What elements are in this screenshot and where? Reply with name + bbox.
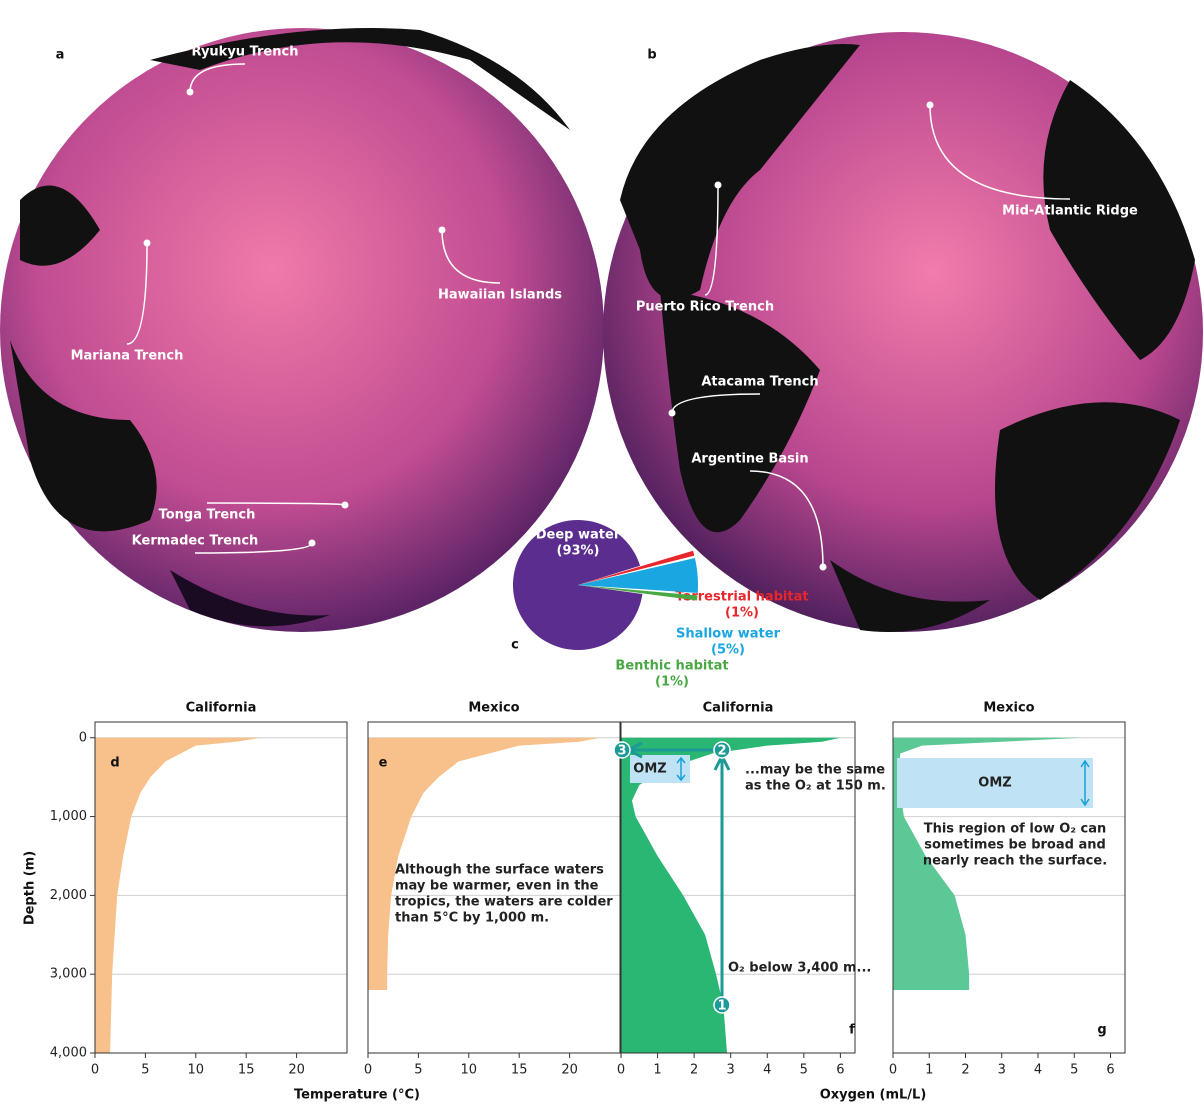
globe-label: Argentine Basin xyxy=(691,452,808,467)
globe-label: Mid-Atlantic Ridge xyxy=(1002,204,1138,219)
slice-value: (5%) xyxy=(711,643,745,658)
annotation: than 5°C by 1,000 m. xyxy=(395,911,549,926)
x-tick-label: 20 xyxy=(288,1063,305,1078)
label-dot xyxy=(187,89,194,96)
marker-label: 2 xyxy=(717,744,726,759)
x-tick-label: 0 xyxy=(617,1063,625,1078)
annotation: nearly reach the surface. xyxy=(923,854,1107,869)
x-tick-label: 6 xyxy=(1106,1063,1114,1078)
x-tick-label: 2 xyxy=(961,1063,969,1078)
panel-label: b xyxy=(647,48,656,63)
y-tick-label: 4,000 xyxy=(50,1046,87,1061)
annotation: O₂ below 3,400 m... xyxy=(728,961,871,976)
x-tick-label: 15 xyxy=(238,1063,255,1078)
globe-label: Hawaiian Islands xyxy=(438,288,562,303)
x-tick-label: 6 xyxy=(836,1063,844,1078)
x-tick-label: 1 xyxy=(925,1063,933,1078)
figure: a Ryukyu Trench Mariana Trench Hawaiian Isl… xyxy=(0,0,1204,1110)
y-tick-label: 0 xyxy=(79,730,87,745)
y-axis-label: Depth (m) xyxy=(23,851,38,925)
label-dot xyxy=(669,410,676,417)
annotation: Although the surface waters xyxy=(395,863,604,878)
label-dot xyxy=(715,182,722,189)
x-tick-label: 20 xyxy=(561,1063,578,1078)
x-tick-label: 0 xyxy=(91,1063,99,1078)
slice-label: Shallow water xyxy=(676,627,781,642)
globe-label: Mariana Trench xyxy=(71,349,184,364)
x-axis-label: Temperature (°C) xyxy=(294,1088,420,1103)
x-tick-label: 5 xyxy=(800,1063,808,1078)
annotation: sometimes be broad and xyxy=(924,838,1106,853)
slice-value: (93%) xyxy=(557,544,600,559)
x-tick-label: 4 xyxy=(1034,1063,1042,1078)
x-tick-label: 2 xyxy=(690,1063,698,1078)
x-tick-label: 1 xyxy=(653,1063,661,1078)
arrow xyxy=(715,756,729,1005)
x-tick-label: 3 xyxy=(727,1063,735,1078)
annotation: tropics, the waters are colder xyxy=(395,895,613,910)
x-tick-label: 5 xyxy=(414,1063,422,1078)
panel-title: Mexico xyxy=(468,701,519,716)
omz-label: OMZ xyxy=(978,776,1011,791)
x-tick-label: 5 xyxy=(141,1063,149,1078)
x-tick-label: 15 xyxy=(511,1063,528,1078)
panel-label: g xyxy=(1097,1023,1106,1038)
x-tick-label: 4 xyxy=(763,1063,771,1078)
panel-title: Mexico xyxy=(983,701,1034,716)
label-dot xyxy=(342,502,349,509)
x-tick-label: 0 xyxy=(889,1063,897,1078)
marker-label: 1 xyxy=(717,999,726,1014)
globe-label: Kermadec Trench xyxy=(132,534,259,549)
label-dot xyxy=(309,540,316,547)
x-tick-label: 10 xyxy=(188,1063,205,1078)
x-axis-label: Oxygen (mL/L) xyxy=(820,1088,927,1103)
y-tick-label: 3,000 xyxy=(50,967,87,982)
y-tick-label: 1,000 xyxy=(50,809,87,824)
globe-label: Tonga Trench xyxy=(159,508,256,523)
panel-label: a xyxy=(56,48,65,63)
panel-title: California xyxy=(186,701,257,716)
panel-title: California xyxy=(703,701,774,716)
label-dot xyxy=(439,227,446,234)
marker-label: 3 xyxy=(617,744,626,759)
globe-label: Atacama Trench xyxy=(701,375,818,390)
panel-label: f xyxy=(849,1023,855,1038)
panel-label: e xyxy=(379,756,388,771)
y-tick-label: 2,000 xyxy=(50,888,87,903)
slice-value: (1%) xyxy=(725,606,759,621)
label-dot xyxy=(820,564,827,571)
globe-label: Ryukyu Trench xyxy=(192,45,299,60)
panel-label: d xyxy=(110,756,119,771)
globe-b xyxy=(603,32,1203,632)
x-tick-label: 5 xyxy=(1070,1063,1078,1078)
annotation: as the O₂ at 150 m. xyxy=(745,779,886,794)
label-dot xyxy=(144,240,151,247)
annotation: ...may be the same xyxy=(745,763,885,778)
slice-label: Benthic habitat xyxy=(615,659,728,674)
annotation: may be warmer, even in the xyxy=(395,879,599,894)
label-dot xyxy=(927,102,934,109)
x-tick-label: 10 xyxy=(461,1063,478,1078)
globe-a xyxy=(0,28,604,632)
globe-label: Puerto Rico Trench xyxy=(636,300,774,315)
slice-value: (1%) xyxy=(655,675,689,690)
omz-label: OMZ xyxy=(633,762,666,777)
annotation: This region of low O₂ can xyxy=(924,822,1107,837)
x-tick-label: 3 xyxy=(998,1063,1006,1078)
slice-label: Deep water xyxy=(536,528,621,543)
panel-label: c xyxy=(511,638,519,653)
x-tick-label: 0 xyxy=(364,1063,372,1078)
